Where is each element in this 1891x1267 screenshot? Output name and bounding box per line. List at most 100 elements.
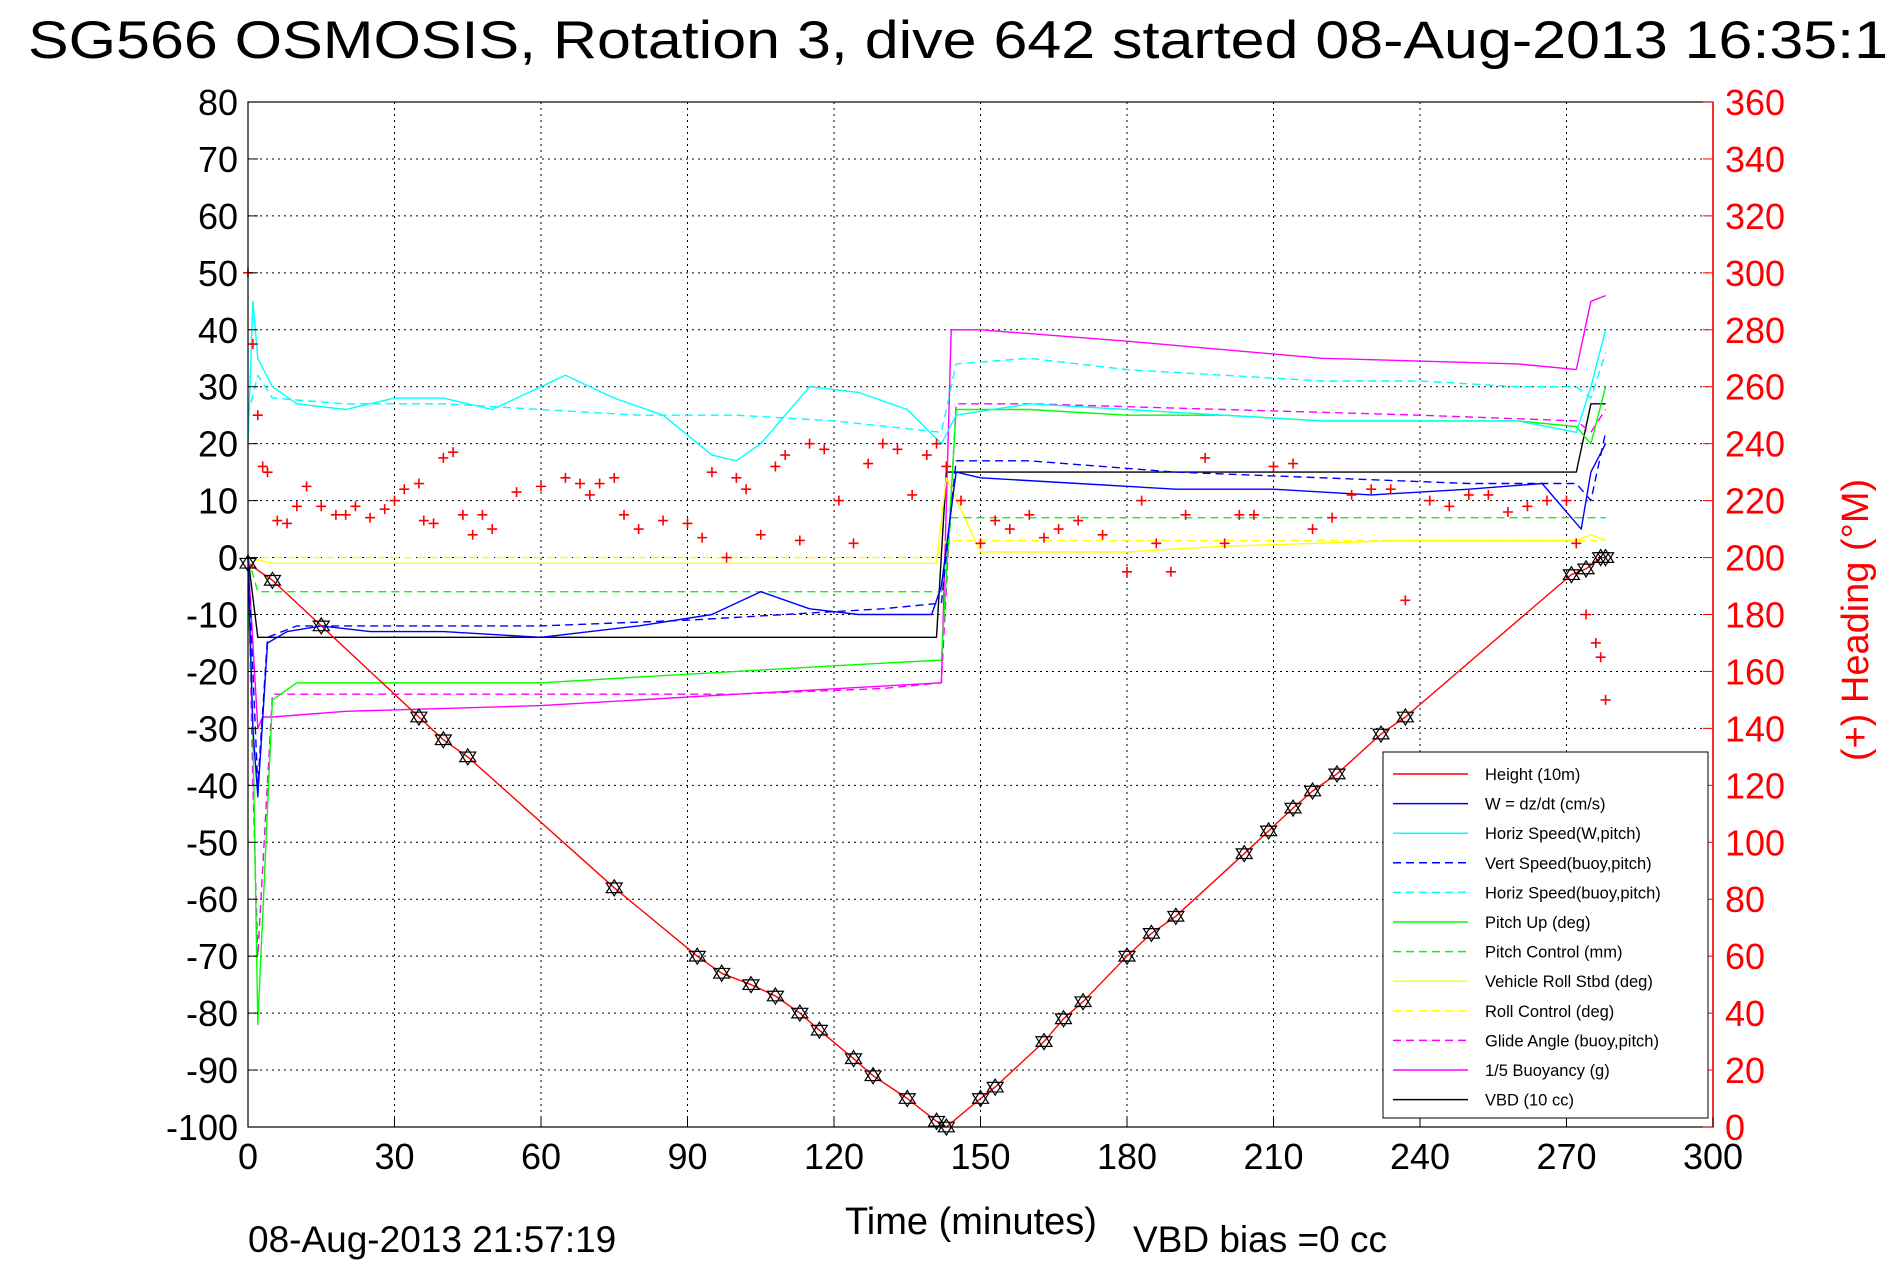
y-axis-left: 80 70 60 50 40 30 20 10 0 -10 -20 -30 -40 -50 -60 -70 -8… bbox=[166, 82, 258, 1148]
heading-point bbox=[1463, 489, 1474, 500]
height-marker bbox=[1371, 724, 1391, 740]
heading-point bbox=[794, 535, 805, 546]
x-tick-label: 0 bbox=[238, 1136, 258, 1177]
heading-point bbox=[301, 481, 312, 492]
heading-point bbox=[892, 444, 903, 455]
height-marker bbox=[1303, 785, 1322, 801]
height-marker bbox=[1054, 1009, 1073, 1025]
heading-point bbox=[291, 501, 302, 512]
height-marker bbox=[971, 1093, 990, 1108]
x-tick-label: 270 bbox=[1536, 1136, 1596, 1177]
heading-point bbox=[448, 447, 459, 458]
y-tick-label: 60 bbox=[198, 196, 238, 237]
heading-point bbox=[682, 518, 693, 529]
height-marker bbox=[409, 711, 428, 727]
y-tick-label: 0 bbox=[218, 538, 238, 579]
height-marker bbox=[971, 1089, 990, 1104]
heading-point bbox=[340, 509, 351, 520]
heading-point bbox=[399, 484, 410, 495]
height-marker bbox=[712, 964, 731, 979]
heading-point bbox=[755, 529, 766, 540]
height-marker bbox=[1034, 1036, 1054, 1051]
legend-label: W = dz/dt (cm/s) bbox=[1485, 796, 1606, 814]
legend: Height (10m) W = dz/dt (cm/s) Horiz Speed(… bbox=[1382, 751, 1709, 1119]
heading-point bbox=[1400, 595, 1411, 606]
heading-point bbox=[262, 467, 273, 478]
heading-point bbox=[1522, 501, 1533, 512]
heading-point bbox=[931, 438, 942, 449]
series-line bbox=[247, 477, 1606, 564]
heading-point bbox=[907, 489, 918, 500]
heading-point bbox=[1307, 524, 1318, 535]
legend-label: Horiz Speed(buoy,pitch) bbox=[1485, 884, 1661, 902]
heading-point bbox=[731, 472, 742, 483]
heading-point bbox=[418, 515, 429, 526]
y-tick-label: 10 bbox=[198, 481, 238, 522]
y-tick-label: 50 bbox=[198, 253, 238, 294]
height-marker bbox=[263, 574, 282, 590]
legend-label: Glide Angle (buoy,pitch) bbox=[1485, 1032, 1659, 1050]
y2-tick-label: 320 bbox=[1725, 196, 1785, 237]
heading-point bbox=[282, 518, 293, 529]
y-tick-label: -70 bbox=[186, 936, 238, 977]
height-marker bbox=[1371, 728, 1391, 744]
heading-point bbox=[1219, 538, 1230, 549]
height-marker bbox=[790, 1003, 809, 1019]
y2-tick-label: 200 bbox=[1725, 538, 1785, 579]
height-marker bbox=[1166, 910, 1185, 926]
y-tick-label: 80 bbox=[198, 82, 238, 123]
heading-point bbox=[1483, 489, 1494, 500]
y2-tick-label: 60 bbox=[1725, 936, 1765, 977]
heading-point bbox=[741, 484, 752, 495]
x-tick-label: 30 bbox=[374, 1136, 414, 1177]
y-tick-label: 70 bbox=[198, 139, 238, 180]
height-marker bbox=[898, 1093, 917, 1108]
heading-point bbox=[1004, 524, 1015, 535]
heading-point bbox=[1151, 538, 1162, 549]
x-tick-label: 300 bbox=[1683, 1136, 1743, 1177]
height-marker bbox=[1327, 764, 1347, 780]
heading-point bbox=[1248, 509, 1259, 520]
heading-point bbox=[721, 552, 732, 563]
heading-point bbox=[1234, 509, 1245, 520]
x-tick-label: 240 bbox=[1390, 1136, 1450, 1177]
heading-point bbox=[1053, 524, 1064, 535]
height-marker bbox=[1166, 907, 1185, 922]
heading-point bbox=[990, 515, 1001, 526]
heading-point bbox=[658, 515, 669, 526]
heading-point bbox=[457, 509, 468, 520]
heading-point bbox=[697, 532, 708, 543]
series-line bbox=[247, 556, 1606, 1128]
series-line bbox=[247, 294, 1606, 730]
legend-label: VBD (10 cc) bbox=[1485, 1092, 1574, 1110]
heading-point bbox=[804, 438, 815, 449]
height-marker bbox=[1562, 569, 1581, 584]
y-axis-right: 3603403203002802602402202001801601401201… bbox=[1703, 82, 1785, 1148]
height-marker bbox=[986, 1081, 1005, 1097]
height-marker bbox=[605, 878, 624, 894]
legend-label: Height (10m) bbox=[1485, 766, 1580, 784]
height-marker bbox=[1576, 563, 1596, 579]
series-line bbox=[247, 403, 1607, 957]
y-tick-label: -100 bbox=[166, 1107, 238, 1148]
heading-series bbox=[243, 267, 1611, 705]
height-marker bbox=[810, 1024, 829, 1040]
height-marker bbox=[1034, 1032, 1054, 1047]
heading-point bbox=[330, 509, 341, 520]
y2-tick-label: 80 bbox=[1725, 879, 1765, 920]
height-marker bbox=[1562, 565, 1581, 581]
heading-point bbox=[1366, 484, 1377, 495]
legend-label: 1/5 Buoyancy (g) bbox=[1485, 1062, 1610, 1080]
y2-tick-label: 180 bbox=[1725, 595, 1785, 636]
vbd-bias-footer: VBD bias =0 cc bbox=[1133, 1219, 1387, 1260]
height-marker bbox=[1054, 1013, 1073, 1028]
y2-tick-label: 260 bbox=[1725, 367, 1785, 408]
heading-point bbox=[379, 504, 390, 515]
y-tick-label: 40 bbox=[198, 310, 238, 351]
heading-point bbox=[575, 478, 586, 489]
heading-point bbox=[1595, 652, 1606, 663]
height-marker bbox=[1117, 950, 1137, 966]
height-marker bbox=[1259, 825, 1278, 841]
legend-label: Pitch Control (mm) bbox=[1485, 944, 1623, 962]
height-marker bbox=[1142, 924, 1161, 939]
